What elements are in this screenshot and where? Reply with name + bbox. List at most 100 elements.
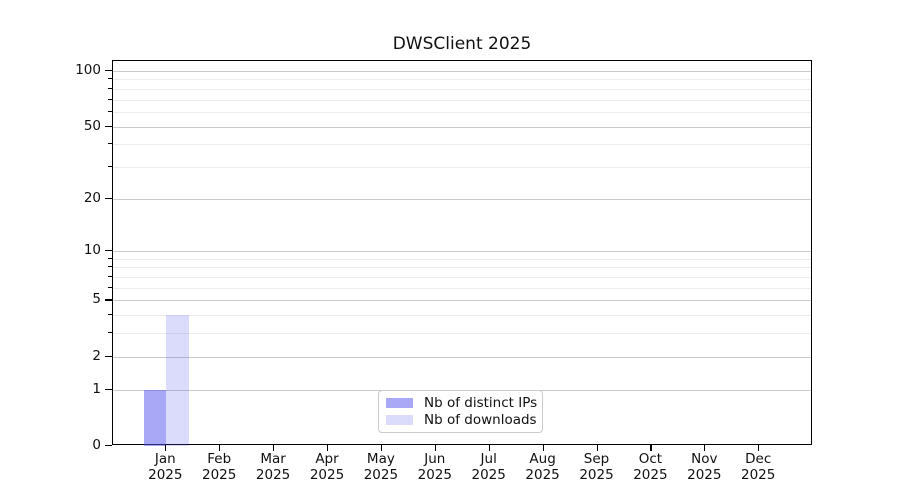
y-minor-tick-mark xyxy=(108,286,112,288)
x-tick-label-year: 2025 xyxy=(363,466,399,483)
gridline-minor xyxy=(113,144,811,146)
y-minor-tick-mark xyxy=(108,314,112,316)
x-tick-label-year: 2025 xyxy=(579,466,614,483)
x-tick-label-year: 2025 xyxy=(148,466,183,483)
y-minor-tick-mark xyxy=(108,332,112,334)
gridline-minor xyxy=(113,258,811,260)
x-tick-label: Nov 2025 xyxy=(676,451,732,483)
legend-item-distinct-ips: Nb of distinct IPs xyxy=(386,395,538,411)
x-tick-label-month: Dec xyxy=(745,451,772,467)
x-tick-mark xyxy=(165,445,167,451)
x-tick-label-year: 2025 xyxy=(525,466,560,483)
gridline-minor xyxy=(113,287,811,289)
x-tick-label-year: 2025 xyxy=(309,466,345,483)
x-tick-mark xyxy=(380,445,383,451)
y-minor-tick-mark xyxy=(108,257,112,259)
gridline-major xyxy=(113,356,811,358)
y-minor-tick-mark xyxy=(108,78,112,80)
x-tick-label-month: Jun xyxy=(424,451,446,467)
x-tick-label-month: Nov xyxy=(691,451,718,467)
x-tick-mark xyxy=(488,445,490,451)
y-minor-tick-mark xyxy=(108,87,112,89)
chart-title: DWSClient 2025 xyxy=(392,34,532,54)
y-minor-tick-mark xyxy=(108,276,112,278)
y-tick-label: 2 xyxy=(92,347,101,364)
y-tick-mark xyxy=(105,445,112,447)
x-tick-label-month: Sep xyxy=(583,451,610,467)
x-tick-label-year: 2025 xyxy=(633,466,668,483)
x-tick-label-month: Jan xyxy=(154,451,176,467)
x-tick-label-year: 2025 xyxy=(741,466,776,483)
gridline-minor xyxy=(113,99,811,101)
legend-label-downloads: Nb of downloads xyxy=(424,412,537,428)
gridline-major xyxy=(113,198,811,200)
legend: Nb of distinct IPs Nb of downloads xyxy=(378,390,543,433)
y-tick-mark xyxy=(105,125,112,127)
x-tick-label-month: Jul xyxy=(480,451,497,467)
y-minor-tick-mark xyxy=(108,143,112,145)
x-tick-mark xyxy=(273,445,275,451)
plot-area xyxy=(112,60,812,446)
x-tick-label-year: 2025 xyxy=(417,466,452,483)
x-tick-mark xyxy=(758,445,760,451)
gridline-major xyxy=(113,71,811,72)
x-tick-label-year: 2025 xyxy=(202,466,237,483)
x-tick-mark xyxy=(542,445,544,451)
y-tick-mark xyxy=(105,388,112,390)
x-tick-label: Jun 2025 xyxy=(407,451,463,483)
x-tick-label: Jul 2025 xyxy=(461,451,517,483)
x-tick-label-year: 2025 xyxy=(687,466,722,483)
bar-nb-of-downloads-jan xyxy=(166,315,189,446)
legend-swatch-distinct-ips xyxy=(386,397,413,409)
x-tick-label-year: 2025 xyxy=(255,466,291,483)
gridline-minor xyxy=(113,88,811,90)
y-minor-tick-mark xyxy=(108,165,112,167)
gridline-minor xyxy=(113,267,811,269)
y-tick-label: 5 xyxy=(92,291,101,308)
x-tick-label: Apr 2025 xyxy=(299,451,355,483)
x-tick-mark xyxy=(650,445,652,451)
legend-label-distinct-ips: Nb of distinct IPs xyxy=(424,395,538,411)
gridline-minor xyxy=(113,111,811,113)
y-tick-label: 50 xyxy=(83,117,101,134)
gridline-minor xyxy=(113,166,811,168)
bar-nb-of-distinct-ips-jan xyxy=(143,389,167,446)
x-tick-label-year: 2025 xyxy=(471,466,506,483)
x-tick-label: Sep 2025 xyxy=(569,451,625,483)
legend-swatch-downloads xyxy=(386,414,413,426)
x-tick-label: Dec 2025 xyxy=(730,451,786,483)
x-tick-label: Aug 2025 xyxy=(515,451,571,483)
y-tick-label: 20 xyxy=(83,189,101,206)
y-tick-mark xyxy=(105,197,112,199)
gridline-minor xyxy=(113,79,811,81)
gridline-major xyxy=(113,126,811,128)
y-minor-tick-mark xyxy=(108,266,112,268)
x-tick-label-month: Mar xyxy=(260,451,286,467)
gridline-minor xyxy=(113,315,811,317)
y-tick-mark xyxy=(105,70,112,72)
y-tick-label: 10 xyxy=(83,242,101,259)
gridline-major xyxy=(113,300,811,302)
x-tick-mark xyxy=(596,445,598,451)
x-tick-mark xyxy=(434,445,436,451)
x-tick-label-month: May xyxy=(366,451,395,467)
y-tick-label: 100 xyxy=(75,62,101,78)
x-tick-label: Jan 2025 xyxy=(137,451,193,483)
y-tick-label: 0 xyxy=(92,437,101,453)
gridline-major xyxy=(113,251,811,253)
x-tick-label-month: Apr xyxy=(315,451,339,467)
gridline-minor xyxy=(113,277,811,279)
y-minor-tick-mark xyxy=(108,98,112,100)
x-tick-label: May 2025 xyxy=(353,451,409,483)
x-tick-mark xyxy=(327,445,329,451)
x-tick-label-month: Oct xyxy=(638,451,663,467)
x-tick-label: Mar 2025 xyxy=(245,451,301,483)
y-tick-mark xyxy=(105,250,112,252)
x-tick-label: Oct 2025 xyxy=(622,451,678,483)
x-tick-label-month: Aug xyxy=(529,451,556,467)
y-tick-label: 1 xyxy=(92,380,101,397)
y-tick-mark xyxy=(105,299,112,301)
legend-item-downloads: Nb of downloads xyxy=(386,412,537,428)
y-minor-tick-mark xyxy=(108,110,112,112)
